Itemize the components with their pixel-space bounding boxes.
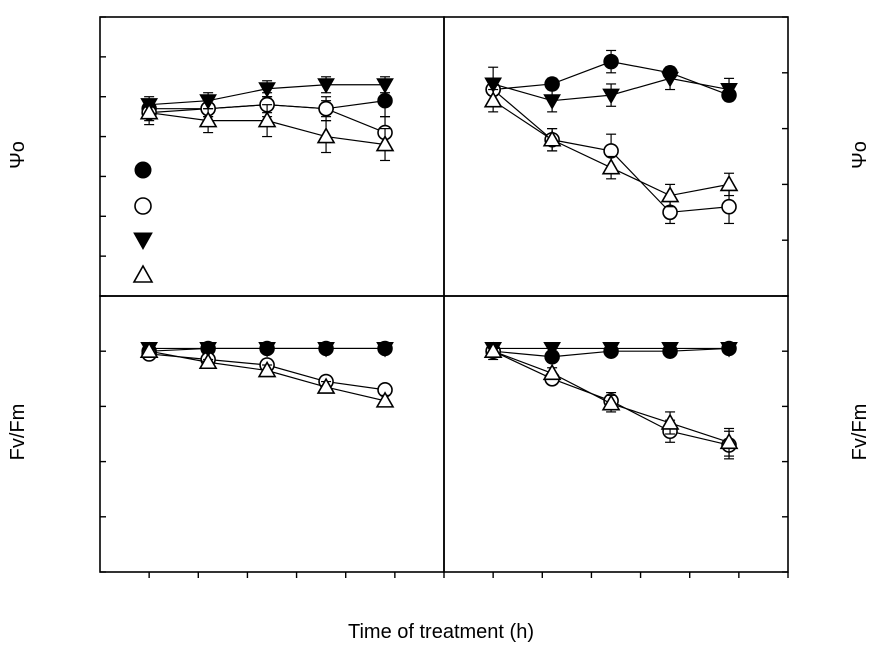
panel-c-dst-air-point (258, 341, 276, 358)
panel-c-n2-point (257, 360, 277, 378)
panel-c-dst-air-point (199, 341, 217, 358)
panel-c-dst-air-point (317, 341, 335, 358)
panel-a-n2-point (375, 134, 395, 152)
panel-b-n2-point (660, 185, 680, 203)
panel-d-dst-air-point (602, 341, 620, 358)
panel-a-ck-point (377, 92, 393, 109)
panel-d-n2-point (483, 341, 503, 359)
panel-b-n2-point (542, 130, 562, 147)
panel-d-n2-point (601, 394, 621, 411)
panel-b-ck-point (544, 76, 560, 92)
panel-d-dst-air-point (543, 341, 561, 358)
panel-b-dst-point (662, 204, 678, 221)
right-axis-label-bottom: Fv/Fm (849, 404, 871, 461)
panel-frames (99, 16, 789, 573)
panel-b-n2-point (601, 158, 621, 175)
panel-b-dst-air-point (720, 83, 738, 99)
panel-d-n2-point (542, 363, 562, 381)
panel-d-dst-air-point (661, 341, 679, 358)
panel-a-dst-point (318, 100, 334, 117)
legend-ck-marker (134, 161, 152, 179)
panel-c-n2-point (139, 341, 159, 359)
panel-d-n2-point (660, 413, 680, 430)
panel-b-dst-air-point (484, 77, 503, 93)
axis-ticks-and-labels (100, 16, 789, 578)
x-axis-label: Time of treatment (h) (348, 621, 534, 643)
panel-b-dst-air-point (602, 88, 620, 105)
panel-b-dst-point (721, 198, 737, 215)
panel-a-n2-point (316, 126, 336, 144)
left-axis-label-top: Ψo (7, 141, 29, 169)
panel-a-dst-air-point (376, 78, 394, 94)
panel-b-dst-point (603, 143, 619, 159)
panel-a-frame (99, 16, 445, 297)
panel-c-frame (99, 295, 445, 573)
panel-b-dst-air-point (661, 71, 679, 88)
legend-dst-air-marker (133, 232, 153, 251)
panel-c-dst-air-point (376, 341, 394, 358)
panel-a-n2-point (257, 111, 277, 128)
panel-c-n2-point (198, 352, 218, 370)
panel-b-dst-air-point (543, 94, 561, 110)
panel-a-dst-air-point (199, 94, 217, 110)
panel-a-n2-point (139, 103, 159, 120)
right-axis-label-top: Ψo (849, 141, 871, 169)
panel-a-dst-air-point (258, 82, 276, 98)
panel-c-n2-point (316, 377, 336, 394)
legend-dst-marker (134, 197, 152, 215)
panel-d-n2-point (719, 432, 739, 450)
panel-b-n2-point (483, 91, 503, 108)
panel-c-n2-point (375, 391, 395, 408)
panel-a-n2-point (198, 111, 218, 128)
panel-b-ck-point (603, 53, 619, 70)
panel-d-frame (443, 295, 789, 573)
left-axis-label-bottom: Fv/Fm (7, 404, 29, 461)
chart-marks (139, 49, 739, 460)
panel-b-n2-point (719, 174, 739, 192)
legend-n2-marker (132, 264, 154, 283)
panel-a-dst-air-point (317, 78, 335, 94)
panel-d-dst-air-point (720, 341, 738, 358)
